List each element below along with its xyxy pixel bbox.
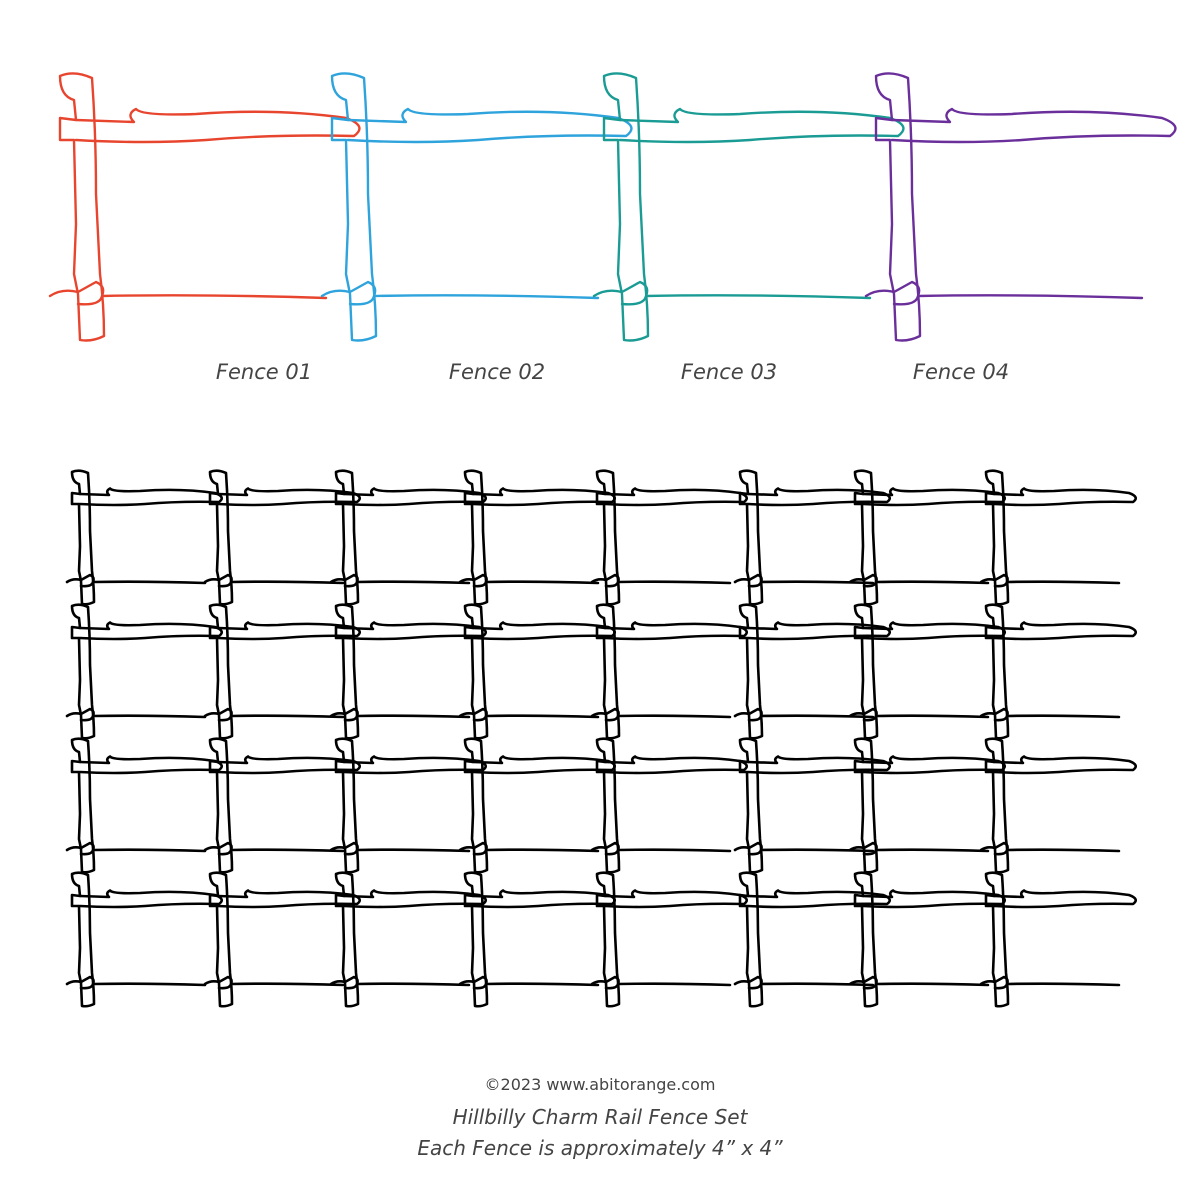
fence-motif [204, 872, 361, 1007]
fence-motif [330, 604, 487, 739]
fence-motif [734, 872, 891, 1007]
fence-motif [864, 72, 1177, 342]
fence-motif [330, 470, 487, 605]
copyright: ©2023 www.abitorange.com [485, 1075, 716, 1094]
fence-motif [48, 72, 361, 342]
fence-motif [591, 738, 748, 873]
fence-motif [591, 604, 748, 739]
fence-motif [591, 470, 748, 605]
fence-motif [980, 872, 1137, 1007]
fence-motif [849, 470, 1006, 605]
fence-label: Fence 02 [449, 360, 545, 384]
fence-motif [849, 604, 1006, 739]
fence-motif [204, 738, 361, 873]
footer-title: Hillbilly Charm Rail Fence Set [453, 1105, 749, 1129]
fence-motif [204, 470, 361, 605]
fence-motif [320, 72, 633, 342]
fence-motif [66, 872, 223, 1007]
fence-motif [66, 738, 223, 873]
fence-set [48, 72, 1177, 342]
fence-motif [849, 738, 1006, 873]
fence-motif [459, 738, 616, 873]
fence-motif [330, 738, 487, 873]
fence-motif [734, 738, 891, 873]
fence-motif [591, 872, 748, 1007]
fence-motif [734, 470, 891, 605]
footer-subtitle: Each Fence is approximately 4” x 4” [417, 1136, 783, 1160]
fence-motif [980, 604, 1137, 739]
fence-label: Fence 03 [681, 360, 777, 384]
fence-motif [980, 470, 1137, 605]
fence-motif [66, 604, 223, 739]
fence-label: Fence 04 [913, 360, 1009, 384]
fence-motif [204, 604, 361, 739]
fence-motif [459, 872, 616, 1007]
fence-motif [849, 872, 1006, 1007]
fence-motif [459, 470, 616, 605]
fence-motif [330, 872, 487, 1007]
fence-label: Fence 01 [216, 360, 312, 384]
fence-motif [459, 604, 616, 739]
fence-motif [592, 72, 905, 342]
fence-motif [66, 470, 223, 605]
fence-grid [66, 470, 1137, 1007]
fence-motif [980, 738, 1137, 873]
fence-motif [734, 604, 891, 739]
